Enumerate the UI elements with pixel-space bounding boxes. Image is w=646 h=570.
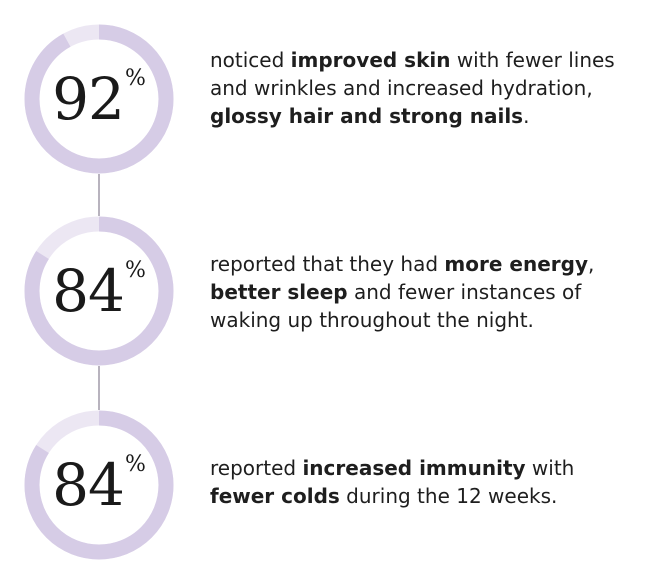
stat-item: 84% reported that they had more energy, … — [0, 216, 646, 366]
text-segment: , — [587, 252, 595, 276]
text-segment: with fewer lines and wrinkles and increa… — [210, 48, 615, 100]
stat-description: noticed improved skin with fewer lines a… — [210, 46, 640, 130]
bold-segment: increased immunity — [302, 456, 526, 480]
text-segment: noticed — [210, 48, 291, 72]
progress-ring: 84% — [24, 410, 174, 560]
bold-segment: improved skin — [290, 48, 451, 72]
progress-ring: 92% — [24, 24, 174, 174]
percentage: 84% — [24, 410, 174, 560]
progress-ring: 84% — [24, 216, 174, 366]
stat-item: 84% reported increased immunity with few… — [0, 410, 646, 560]
progress-ring-graphic — [24, 410, 174, 560]
text-segment: and fewer instances of waking up through… — [210, 280, 582, 332]
percentage-value: 84 — [52, 451, 125, 519]
percent-sign: % — [124, 258, 146, 283]
text-segment: with — [525, 456, 575, 480]
progress-ring-graphic — [24, 24, 174, 174]
text-segment: during the 12 weeks. — [339, 484, 558, 508]
connector-line — [98, 366, 100, 410]
bold-segment: more energy — [444, 252, 588, 276]
progress-ring-graphic — [24, 216, 174, 366]
text-segment: . — [523, 104, 530, 128]
stat-description: reported increased immunity with fewer c… — [210, 454, 640, 510]
percentage-value: 92 — [52, 65, 125, 133]
percent-sign: % — [124, 66, 146, 91]
connector-line — [98, 174, 100, 216]
percentage: 92% — [24, 24, 174, 174]
bold-segment: better sleep — [210, 280, 348, 304]
bold-segment: fewer colds — [210, 484, 340, 508]
percentage: 84% — [24, 216, 174, 366]
percentage-value: 84 — [52, 257, 125, 325]
ring-fill — [24, 216, 174, 366]
percent-sign: % — [124, 452, 146, 477]
text-segment: reported — [210, 456, 303, 480]
stat-item: 92% noticed improved skin with fewer lin… — [0, 24, 646, 174]
text-segment: reported that they had — [210, 252, 445, 276]
bold-segment: glossy hair and strong nails — [210, 104, 524, 128]
ring-fill — [24, 410, 174, 560]
ring-fill — [24, 24, 174, 174]
stat-description: reported that they had more energy, bett… — [210, 250, 640, 334]
